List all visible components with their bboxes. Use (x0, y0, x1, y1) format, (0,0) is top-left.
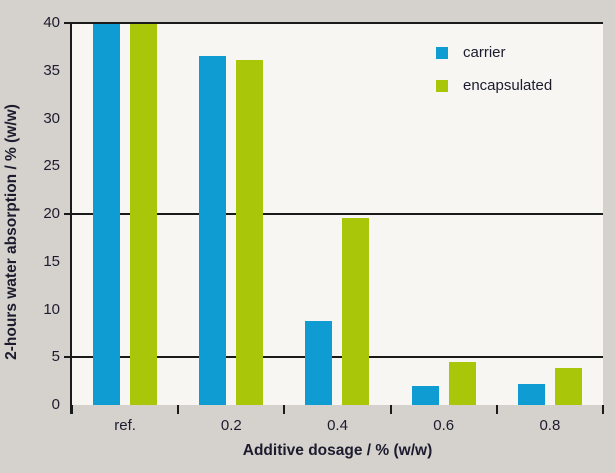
x-axis-tick (177, 405, 180, 414)
carrier-bar-0.4 (305, 320, 333, 405)
y-tick-label-35: 35 (43, 61, 60, 79)
legend-label: encapsulated (463, 77, 553, 94)
carrier-bar-0.6 (411, 385, 439, 405)
x-tick-label-0.4: 0.4 (327, 417, 348, 434)
carrier-bar-ref. (93, 23, 121, 405)
x-axis-tick (283, 405, 286, 414)
x-axis-tick (495, 405, 498, 414)
legend-item-encapsulated: encapsulated (436, 78, 552, 94)
encapsulated-bar-ref. (130, 23, 158, 405)
carrier-bar-0.2 (199, 56, 227, 405)
x-axis-tick (389, 405, 392, 414)
legend-swatch-icon (436, 47, 448, 59)
gridline-20 (64, 213, 603, 215)
y-axis-line (70, 23, 72, 414)
x-axis-title: Additive dosage / % (w/w) (242, 442, 433, 459)
carrier-bar-0.8 (517, 384, 545, 405)
bar-group-0.8 (497, 23, 603, 405)
legend-label: carrier (463, 44, 506, 61)
y-tick-label-5: 5 (51, 348, 60, 366)
x-tick-label-0.8: 0.8 (539, 417, 561, 434)
plot-area: carrier encapsulated (64, 22, 603, 414)
y-tick-label-15: 15 (43, 252, 60, 270)
y-tick-label-25: 25 (43, 157, 60, 175)
encapsulated-bar-0.2 (236, 60, 264, 405)
y-tick-label-10: 10 (43, 300, 60, 318)
x-axis-tick (71, 405, 73, 414)
x-tick-label-0.6: 0.6 (433, 417, 455, 434)
bar-group-0.6 (391, 23, 497, 405)
y-tick-label-0: 0 (51, 396, 60, 413)
y-tick-label-30: 30 (43, 109, 60, 127)
x-axis-tick (602, 405, 604, 414)
encapsulated-bar-0.6 (448, 362, 476, 405)
gridline-40 (64, 22, 603, 24)
encapsulated-bar-0.8 (554, 367, 582, 405)
encapsulated-bar-0.4 (342, 217, 370, 405)
bar-group-0.4 (284, 23, 390, 405)
bar-group-0.2 (178, 23, 284, 405)
x-tick-label-0.2: 0.2 (220, 417, 242, 434)
legend-swatch-icon (436, 80, 448, 92)
gridline-5 (64, 356, 603, 359)
y-tick-label-40: 40 (43, 14, 60, 31)
legend-item-carrier: carrier (436, 45, 552, 61)
y-tick-label-20: 20 (43, 205, 60, 222)
legend: carrier encapsulated (436, 45, 552, 94)
bar-group-ref. (72, 23, 178, 405)
x-tick-label-ref.: ref. (114, 417, 136, 434)
